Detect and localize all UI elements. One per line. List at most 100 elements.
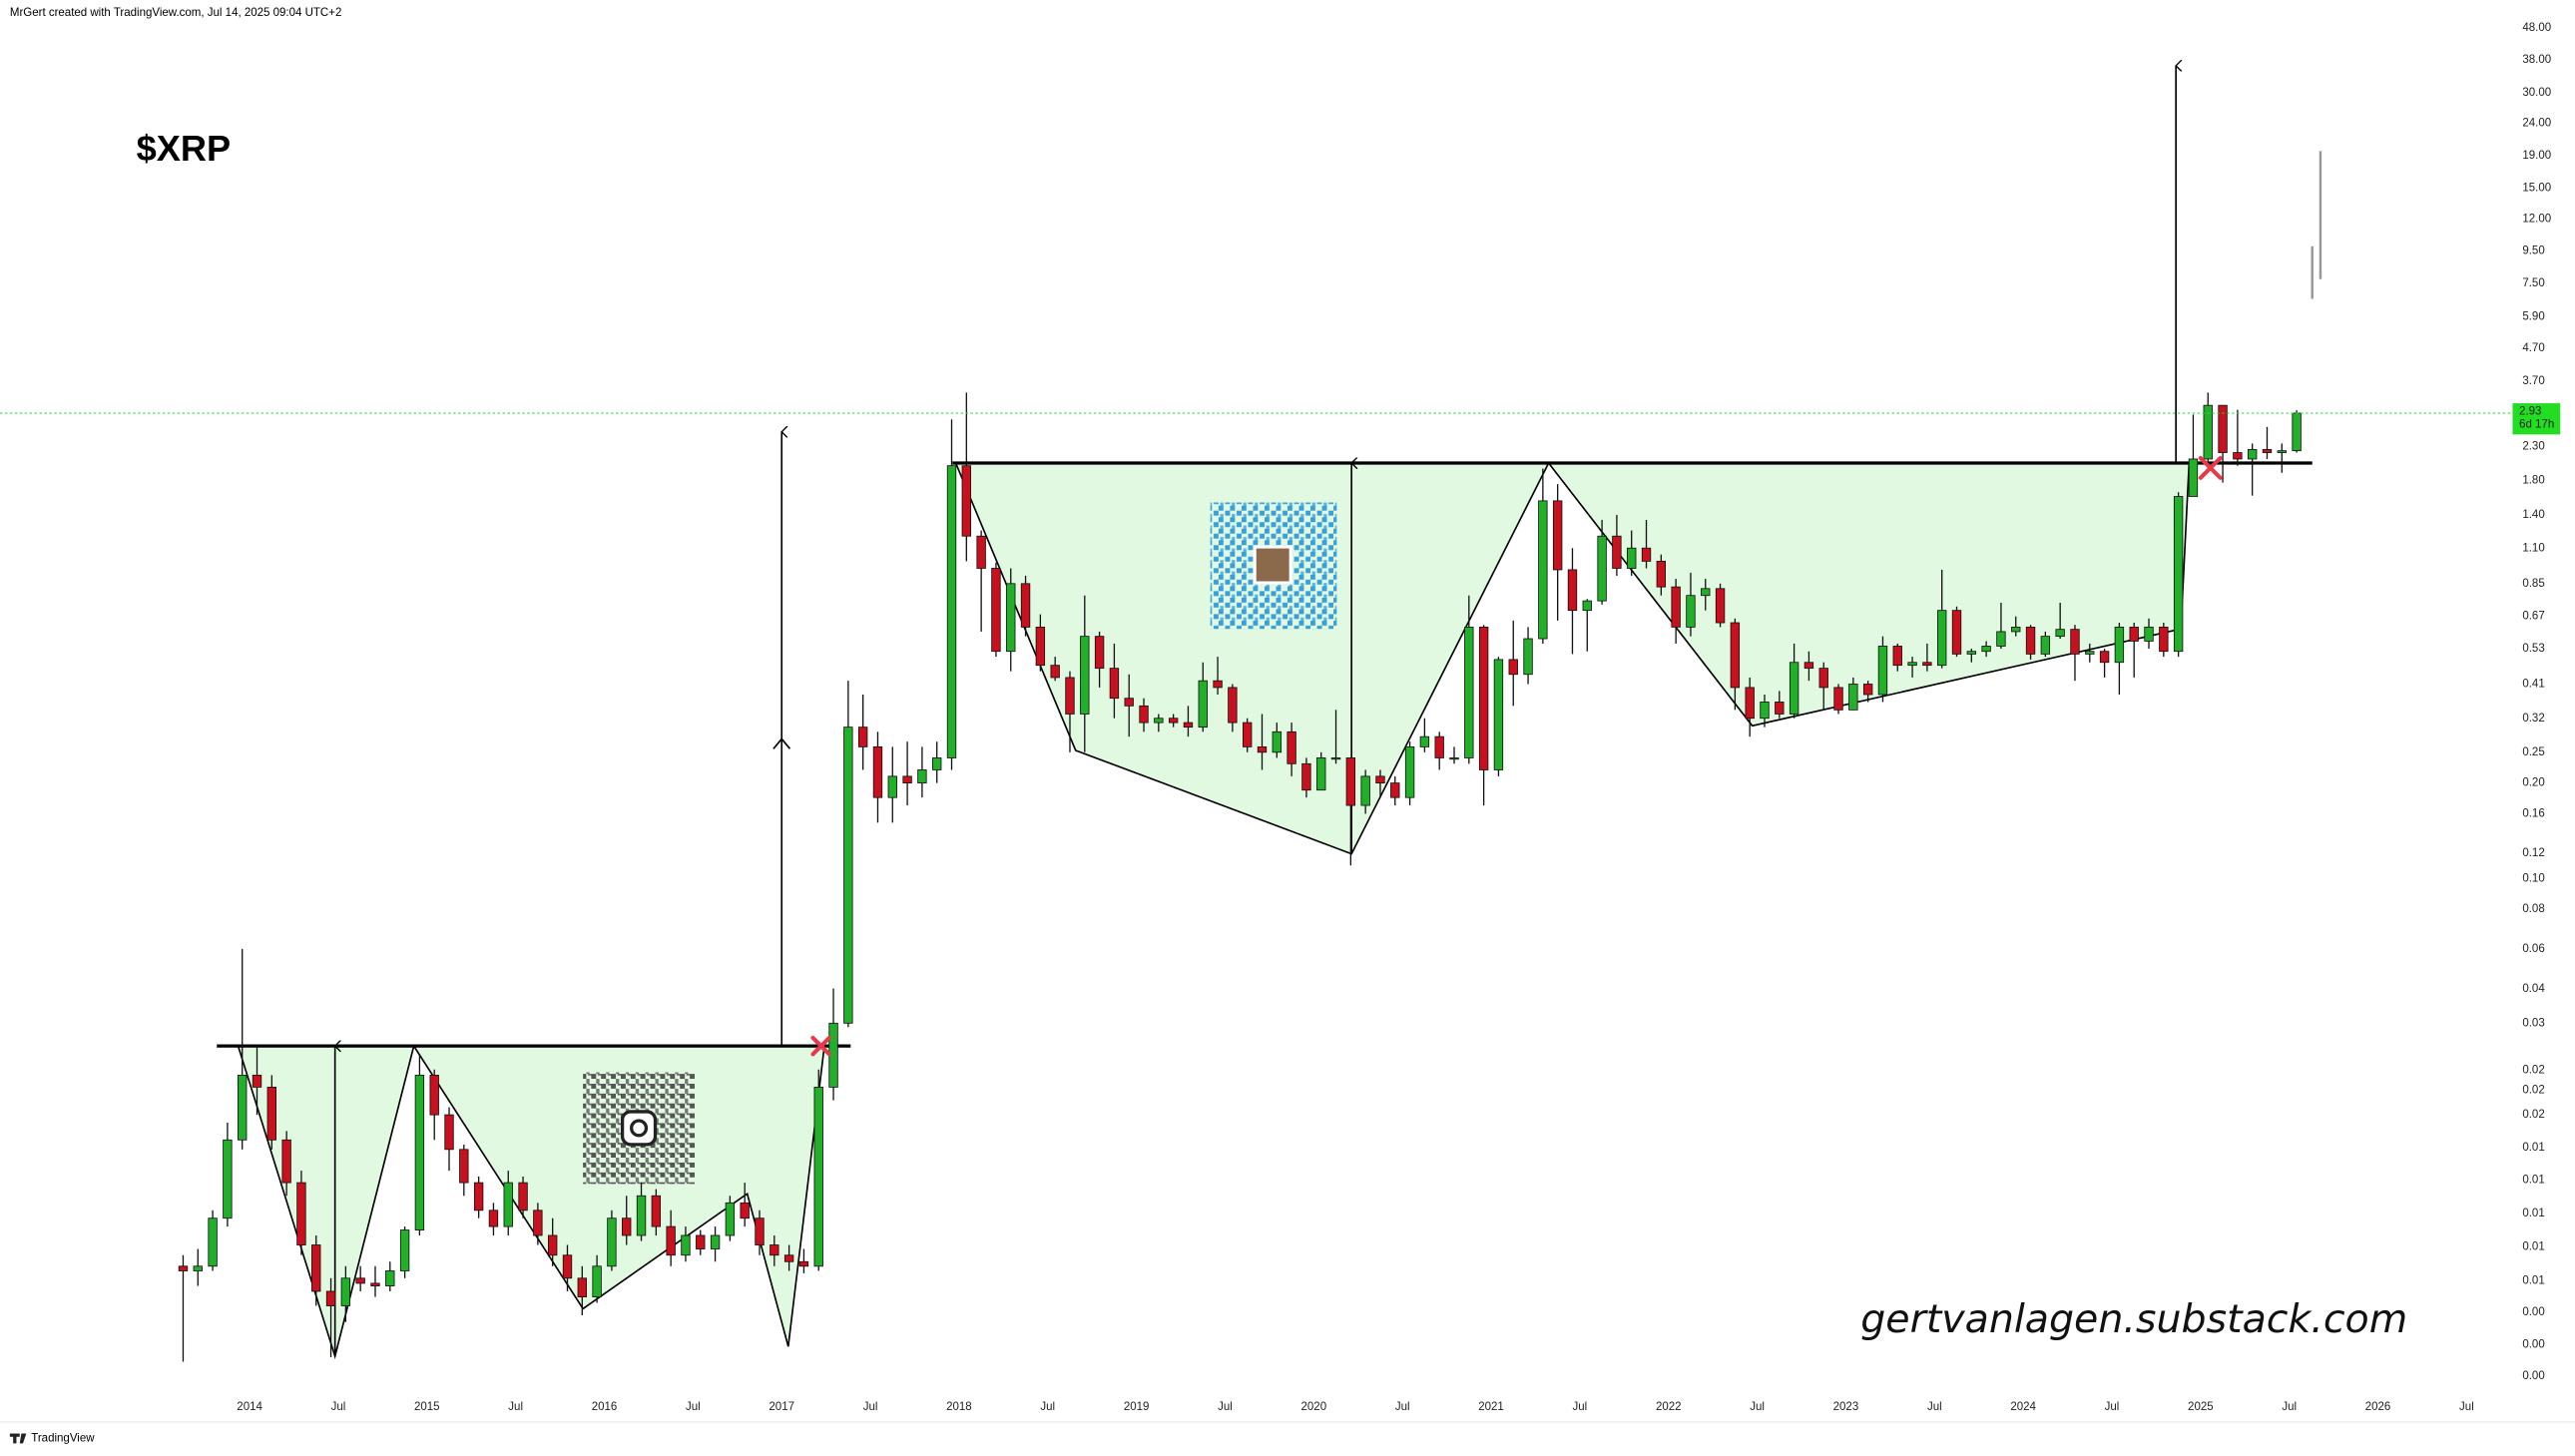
candle-body xyxy=(651,1195,662,1227)
candle-body xyxy=(770,1244,779,1256)
candle-body xyxy=(1345,757,1356,806)
candle-body xyxy=(1981,646,1991,653)
x-tick-label: 2021 xyxy=(1478,1401,1504,1413)
candle-body xyxy=(857,727,868,747)
y-tick-label: 15.00 xyxy=(2522,183,2551,195)
x-tick-label: 2018 xyxy=(946,1401,972,1413)
instagram-icon xyxy=(620,1110,658,1147)
candle-body xyxy=(681,1234,691,1256)
candle-body xyxy=(887,775,897,798)
candle-body xyxy=(932,757,942,770)
y-tick-label: 0.53 xyxy=(2522,643,2544,655)
y-tick-label: 0.04 xyxy=(2522,983,2545,995)
candle-body xyxy=(1464,626,1474,758)
candle-body xyxy=(976,535,986,569)
candle-body xyxy=(562,1254,573,1279)
candle-body xyxy=(1404,745,1415,798)
candle-body xyxy=(1287,730,1296,764)
candle-body xyxy=(355,1277,365,1284)
candle-body xyxy=(1065,677,1075,715)
candle-body xyxy=(208,1217,218,1267)
y-tick-label: 0.02 xyxy=(2522,1064,2544,1076)
candle-body xyxy=(1228,687,1238,724)
pattern-line xyxy=(237,1044,825,1360)
candle-body xyxy=(1301,762,1311,791)
y-tick-label: 0.16 xyxy=(2522,807,2544,819)
candle-body xyxy=(2070,629,2080,655)
x-tick-label: 2019 xyxy=(1124,1401,1150,1413)
x-tick-label: 2016 xyxy=(592,1401,618,1413)
footer-logo xyxy=(9,1433,27,1444)
y-tick-label: 0.02 xyxy=(2522,1109,2544,1121)
x-tick-label: Jul xyxy=(1040,1401,1055,1413)
candle-body xyxy=(399,1229,410,1271)
candle-body xyxy=(1582,600,1592,612)
candle-body xyxy=(1552,500,1563,571)
candle-body xyxy=(1877,646,1888,696)
candle-body xyxy=(710,1234,721,1249)
x-tick-label: 2025 xyxy=(2188,1401,2214,1413)
candle-body xyxy=(1538,500,1548,640)
candle-body xyxy=(725,1202,736,1236)
y-tick-label: 0.02 xyxy=(2522,1085,2544,1097)
candle-body xyxy=(252,1074,262,1088)
break-marks xyxy=(810,456,2223,1057)
candle-body xyxy=(1833,687,1843,711)
y-tick-label: 7.50 xyxy=(2522,277,2544,289)
x-tick-label: 2015 xyxy=(414,1401,440,1413)
qr-codes xyxy=(583,502,1337,1185)
candle-body xyxy=(340,1277,351,1306)
y-tick-label: 0.01 xyxy=(2522,1208,2544,1219)
y-tick-label: 30.00 xyxy=(2522,87,2551,99)
candle-body xyxy=(902,775,912,784)
candle-body xyxy=(946,465,957,758)
x-tick-label: Jul xyxy=(1750,1401,1765,1413)
candle-body xyxy=(533,1210,543,1236)
y-tick-label: 12.00 xyxy=(2522,213,2551,225)
candle-body xyxy=(1656,560,1667,588)
candle-body xyxy=(370,1282,380,1286)
header-text: MrGert created with TradingView.com, Jul… xyxy=(10,7,342,19)
candle-body xyxy=(1020,583,1031,628)
candle-body xyxy=(1094,636,1105,670)
y-tick-label: 5.90 xyxy=(2522,310,2544,322)
candle-body xyxy=(1035,626,1046,667)
candle-body xyxy=(1907,662,1917,667)
candle-body xyxy=(1360,775,1370,806)
y-tick-label: 3.70 xyxy=(2522,375,2544,387)
candle-body xyxy=(1109,668,1120,700)
y-tick-label: 0.67 xyxy=(2522,611,2544,623)
candle-body xyxy=(1242,722,1253,747)
candle-body xyxy=(755,1217,765,1245)
y-tick-label: 0.00 xyxy=(2522,1370,2544,1382)
candle-body xyxy=(1449,757,1459,760)
x-tick-label: Jul xyxy=(863,1401,878,1413)
y-tick-label: 0.12 xyxy=(2522,847,2544,859)
candle-body xyxy=(385,1270,395,1286)
candle-body xyxy=(2262,449,2273,453)
y-tick-label: 38.00 xyxy=(2522,54,2551,66)
candle-body xyxy=(872,745,883,798)
x-tick-label: Jul xyxy=(508,1401,523,1413)
candle-body xyxy=(1671,586,1681,628)
y-tick-label: 0.03 xyxy=(2522,1018,2544,1030)
measure-arrow xyxy=(772,737,791,749)
candle-body xyxy=(1124,698,1134,707)
break-mark xyxy=(2198,456,2223,480)
y-tick-label: 1.10 xyxy=(2522,542,2544,554)
candle-body xyxy=(666,1225,676,1256)
candle-body xyxy=(696,1234,706,1249)
candle-body xyxy=(1937,610,1947,667)
candle-body xyxy=(459,1149,469,1184)
candle-body xyxy=(1641,547,1652,562)
candle-body xyxy=(740,1202,750,1219)
candle-body xyxy=(1316,757,1326,791)
y-tick-label: 0.00 xyxy=(2522,1338,2544,1350)
candle-body xyxy=(798,1260,809,1267)
candle-body xyxy=(1508,659,1518,676)
candle-body xyxy=(2292,412,2302,452)
candle-body xyxy=(1198,680,1208,728)
candles xyxy=(178,392,2302,1362)
last-price-box xyxy=(2512,403,2561,435)
